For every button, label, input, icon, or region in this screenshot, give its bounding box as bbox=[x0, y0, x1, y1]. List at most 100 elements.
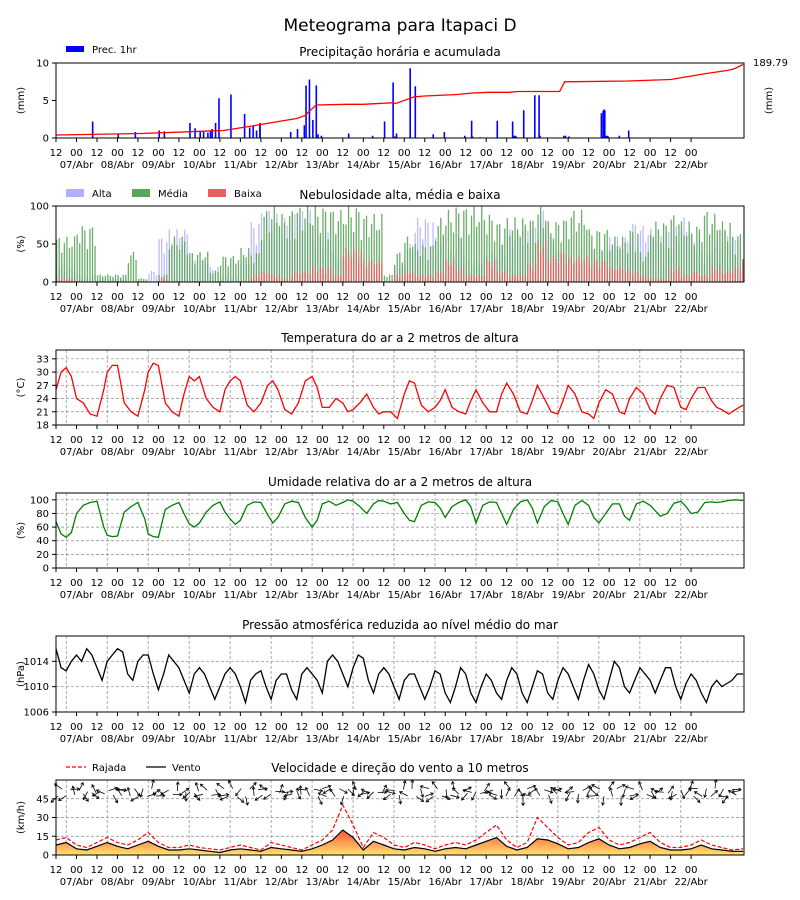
cloud-bar-mid bbox=[186, 254, 188, 282]
cloud-bar-mid bbox=[250, 255, 252, 282]
cloud-bar-mid bbox=[680, 221, 683, 282]
x-hour-label: 12 bbox=[377, 148, 390, 159]
wind-arrow-head bbox=[297, 795, 302, 800]
cloud-bar-low bbox=[493, 260, 496, 282]
cloud-bar-mid bbox=[137, 278, 140, 282]
x-hour-label: 12 bbox=[541, 722, 554, 733]
x-day-label: 22/Abr bbox=[674, 304, 708, 315]
wind-direction-arrow bbox=[182, 792, 191, 799]
y-tick-label: 15 bbox=[36, 832, 49, 843]
wind-arrow-head bbox=[521, 802, 525, 807]
wind-arrow-head bbox=[456, 795, 460, 799]
wind-arrow-head bbox=[91, 784, 95, 788]
x-day-label: 10/Abr bbox=[183, 877, 217, 888]
cloud-bar-mid bbox=[539, 207, 542, 282]
cloud-bar-mid bbox=[604, 234, 606, 282]
cloud-bar-mid bbox=[260, 240, 263, 282]
x-day-label: 08/Abr bbox=[101, 734, 135, 745]
cloud-bar-mid bbox=[557, 225, 560, 282]
x-hour-label: 12 bbox=[582, 578, 595, 589]
cloud-bar-low bbox=[652, 278, 654, 282]
wind-direction-arrow bbox=[565, 792, 571, 802]
cloud-bar-low bbox=[627, 267, 629, 282]
cloud-bar-low bbox=[255, 274, 258, 282]
wind-direction-arrow bbox=[140, 788, 144, 798]
cloud-bar-mid bbox=[299, 207, 301, 282]
cloud-bar-low bbox=[711, 266, 713, 282]
x-hour-label: 00 bbox=[562, 722, 575, 733]
x-hour-label: 12 bbox=[541, 435, 554, 446]
cloud-bar-mid bbox=[639, 252, 642, 282]
wind-arrow-head bbox=[385, 788, 389, 793]
x-day-label: 22/Abr bbox=[674, 160, 708, 171]
cloud-bar-low bbox=[629, 271, 631, 282]
cloud-bar-mid bbox=[201, 260, 204, 282]
wind-direction-arrow bbox=[590, 789, 599, 796]
precip-bar bbox=[308, 79, 311, 138]
x-hour-label: 12 bbox=[582, 148, 595, 159]
x-day-label: 11/Abr bbox=[224, 590, 258, 601]
x-hour-label: 12 bbox=[173, 435, 186, 446]
cloud-bar-mid bbox=[578, 223, 580, 282]
cloud-bar-low bbox=[478, 274, 480, 282]
wind-arrow-head bbox=[451, 780, 455, 785]
cloud-bar-low bbox=[468, 275, 470, 282]
x-hour-label: 00 bbox=[357, 865, 370, 876]
cloud-bar-low bbox=[355, 250, 357, 282]
precip-bar bbox=[218, 98, 220, 138]
cloud-bar-mid bbox=[396, 253, 398, 282]
cloud-bar-low bbox=[289, 278, 291, 282]
wind-arrow-head bbox=[398, 801, 403, 805]
cloud-bar-low bbox=[442, 272, 444, 282]
cloud-bar-mid bbox=[296, 212, 299, 282]
y-tick-label: 24 bbox=[36, 394, 49, 405]
wind-arrow-head bbox=[383, 784, 387, 789]
cloud-bar-low bbox=[639, 276, 642, 282]
wind-arrow-head bbox=[71, 785, 76, 790]
x-hour-label: 00 bbox=[644, 292, 657, 303]
cloud-bar-mid bbox=[391, 275, 393, 282]
wind-direction-arrow bbox=[323, 788, 332, 794]
cloud-bar-mid bbox=[120, 277, 122, 282]
wind-direction-arrow bbox=[609, 787, 613, 797]
x-day-label: 12/Abr bbox=[265, 304, 299, 315]
precip-bar bbox=[199, 131, 202, 138]
precip-bar bbox=[606, 135, 609, 138]
wind-direction-arrow bbox=[366, 791, 374, 799]
wind-arrow-head bbox=[667, 795, 672, 800]
wind-direction-arrow bbox=[249, 782, 257, 790]
cloud-bar-low bbox=[575, 259, 578, 282]
x-day-label: 08/Abr bbox=[101, 160, 135, 171]
cloud-bar-mid bbox=[529, 220, 532, 282]
cloud-bar-mid bbox=[411, 246, 414, 282]
wind-direction-arrow bbox=[602, 796, 605, 806]
x-hour-label: 12 bbox=[173, 722, 186, 733]
cloud-bar-mid bbox=[145, 279, 147, 282]
cloud-bar-low bbox=[353, 248, 355, 282]
x-hour-label: 00 bbox=[521, 292, 534, 303]
cloud-bar-low bbox=[634, 271, 637, 282]
cloud-bar-low bbox=[516, 276, 519, 282]
cloud-bar-mid bbox=[370, 223, 373, 282]
wind-arrow-head bbox=[253, 782, 257, 786]
cloud-bar-low bbox=[673, 272, 675, 282]
cloud-bar-low bbox=[532, 270, 534, 282]
y-tick-label: 18 bbox=[36, 421, 49, 432]
x-day-label: 08/Abr bbox=[101, 304, 135, 315]
cloud-bar-mid bbox=[178, 249, 181, 282]
x-hour-label: 00 bbox=[234, 435, 247, 446]
cloud-bar-mid bbox=[678, 224, 680, 282]
x-day-label: 17/Abr bbox=[470, 877, 504, 888]
cloud-bar-low bbox=[342, 255, 345, 282]
cloud-bar-mid bbox=[506, 218, 508, 282]
x-hour-label: 00 bbox=[685, 292, 698, 303]
cloud-bar-mid bbox=[394, 264, 396, 282]
cloud-bar-low bbox=[624, 272, 626, 282]
precip-bar bbox=[243, 114, 246, 138]
cloud-bar-low bbox=[591, 267, 593, 282]
x-hour-label: 12 bbox=[50, 148, 63, 159]
cloud-bar-low bbox=[688, 275, 690, 282]
cloud-bar-low bbox=[294, 271, 296, 282]
cloud-bar-mid bbox=[473, 206, 475, 282]
cloud-bar-low bbox=[160, 278, 163, 282]
